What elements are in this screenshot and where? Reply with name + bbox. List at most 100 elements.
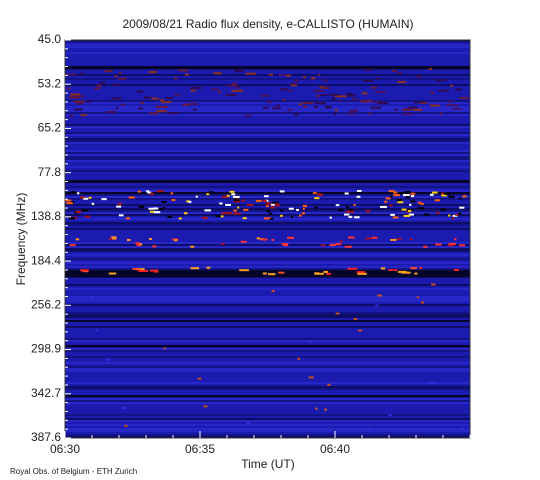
emission-spot bbox=[67, 87, 71, 90]
spectrogram-row bbox=[65, 90, 470, 92]
spectrogram-row bbox=[65, 376, 470, 378]
emission-spot bbox=[348, 215, 353, 218]
emission-spot bbox=[204, 209, 212, 212]
emission-spot bbox=[197, 377, 202, 380]
spectrogram-row bbox=[65, 82, 470, 84]
emission-spot bbox=[229, 190, 235, 193]
spectrogram-row bbox=[65, 172, 470, 174]
emission-spot bbox=[278, 271, 285, 274]
emission-spot bbox=[416, 75, 422, 78]
spectrogram-row bbox=[65, 242, 470, 244]
emission-spot bbox=[395, 108, 398, 111]
plot-frame bbox=[64, 39, 471, 439]
spectrogram-row bbox=[65, 58, 470, 60]
emission-spot bbox=[231, 89, 244, 92]
emission-spot bbox=[323, 270, 329, 273]
spectrogram-row bbox=[65, 388, 470, 390]
emission-spot bbox=[413, 108, 422, 111]
spectrogram-row bbox=[65, 370, 470, 372]
emission-spot bbox=[390, 238, 397, 241]
spectrogram-row bbox=[65, 120, 470, 122]
emission-spot bbox=[370, 106, 382, 109]
emission-spot bbox=[368, 428, 374, 431]
emission-spot bbox=[303, 76, 306, 79]
emission-spot bbox=[183, 212, 188, 215]
spectrogram-row bbox=[65, 434, 470, 436]
emission-spot bbox=[388, 269, 394, 272]
emission-spot bbox=[202, 216, 208, 219]
emission-spot bbox=[338, 100, 341, 103]
emission-spot bbox=[128, 196, 135, 199]
emission-spot bbox=[459, 197, 462, 200]
emission-spot bbox=[280, 209, 283, 212]
emission-spot bbox=[75, 210, 82, 213]
emission-spot bbox=[161, 201, 167, 204]
spectrogram-row bbox=[65, 162, 470, 164]
emission-spot bbox=[353, 203, 356, 206]
emission-spot bbox=[402, 194, 410, 197]
emission-spot bbox=[346, 206, 349, 209]
dark-band bbox=[65, 270, 470, 277]
emission-spot bbox=[138, 205, 145, 208]
emission-spot bbox=[73, 100, 85, 103]
emission-spot bbox=[368, 112, 372, 115]
emission-spot bbox=[117, 77, 127, 80]
emission-spot bbox=[149, 269, 159, 272]
spectrogram-row bbox=[65, 268, 470, 270]
emission-spot bbox=[448, 195, 455, 198]
emission-spot bbox=[174, 239, 178, 242]
emission-spot bbox=[388, 190, 395, 193]
emission-spot bbox=[116, 205, 122, 208]
emission-spot bbox=[220, 242, 225, 245]
emission-spot bbox=[291, 84, 298, 87]
emission-spot bbox=[237, 206, 240, 209]
spectrogram-row bbox=[65, 154, 470, 156]
emission-spot bbox=[380, 205, 387, 208]
emission-spot bbox=[349, 109, 359, 112]
spectrogram-row bbox=[65, 348, 470, 350]
emission-spot bbox=[333, 113, 337, 116]
emission-spot bbox=[156, 110, 167, 113]
spectrogram-row bbox=[65, 286, 470, 288]
emission-spot bbox=[109, 237, 117, 240]
emission-spot bbox=[70, 93, 81, 96]
emission-spot bbox=[66, 402, 70, 405]
emission-spot bbox=[396, 198, 402, 201]
emission-spot bbox=[226, 84, 238, 87]
emission-spot bbox=[162, 206, 165, 209]
spectrogram-row bbox=[65, 284, 470, 286]
emission-spot bbox=[389, 204, 393, 207]
emission-spot bbox=[302, 204, 308, 207]
emission-spot bbox=[140, 101, 144, 104]
spectrogram-row bbox=[65, 114, 470, 116]
spectrogram-row bbox=[65, 60, 470, 62]
emission-spot bbox=[136, 244, 142, 247]
spectrogram-row bbox=[65, 48, 470, 50]
emission-spot bbox=[327, 383, 331, 386]
emission-spot bbox=[331, 97, 336, 100]
emission-spot bbox=[190, 245, 195, 248]
spectrogram-row bbox=[65, 56, 470, 58]
emission-spot bbox=[335, 204, 340, 207]
emission-spot bbox=[365, 237, 373, 240]
emission-spot bbox=[255, 199, 262, 202]
emission-spot bbox=[85, 100, 92, 103]
emission-spot bbox=[282, 99, 286, 102]
spectrogram-row bbox=[65, 308, 470, 310]
emission-spot bbox=[312, 191, 317, 194]
emission-spot bbox=[448, 242, 457, 245]
emission-spot bbox=[317, 73, 321, 76]
spectrogram-row bbox=[65, 336, 470, 338]
emission-spot bbox=[313, 106, 319, 109]
emission-spot bbox=[260, 94, 270, 97]
emission-spot bbox=[270, 203, 275, 206]
emission-spot bbox=[213, 72, 222, 75]
emission-spot bbox=[279, 190, 285, 193]
emission-spot bbox=[299, 214, 302, 217]
emission-spot bbox=[76, 102, 84, 105]
emission-spot bbox=[347, 112, 355, 115]
emission-spot bbox=[384, 200, 388, 203]
emission-spot bbox=[396, 238, 402, 241]
spectrogram-row bbox=[65, 224, 470, 226]
emission-spot bbox=[159, 99, 164, 102]
